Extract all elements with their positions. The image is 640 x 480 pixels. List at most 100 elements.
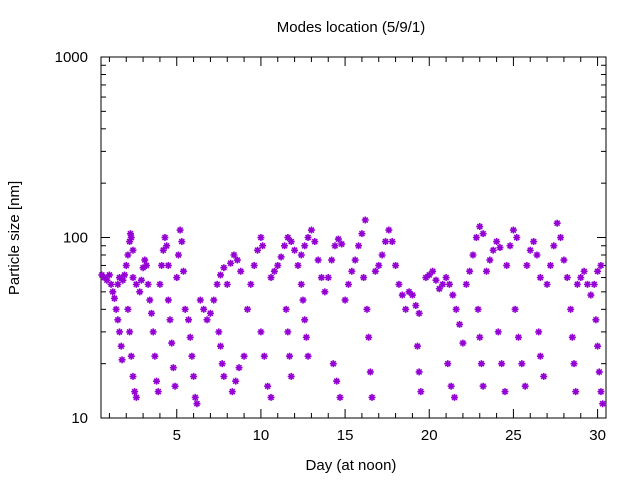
data-point xyxy=(425,271,433,279)
data-point xyxy=(536,352,544,360)
data-point xyxy=(126,230,134,238)
data-point xyxy=(109,288,117,296)
data-point xyxy=(280,242,288,250)
data-point xyxy=(190,372,198,380)
data-point xyxy=(112,305,120,313)
data-point xyxy=(156,280,164,288)
data-point xyxy=(230,251,238,259)
data-point xyxy=(257,328,265,336)
data-point xyxy=(114,280,122,288)
data-point xyxy=(577,274,585,282)
data-point xyxy=(264,382,272,390)
data-point xyxy=(119,276,127,284)
data-point xyxy=(116,328,124,336)
data-point xyxy=(439,280,447,288)
data-point xyxy=(126,238,134,246)
data-point xyxy=(203,316,211,324)
x-tick-label: 25 xyxy=(505,427,522,444)
data-point xyxy=(169,364,177,372)
data-point xyxy=(218,360,226,368)
data-point xyxy=(126,328,134,336)
data-point xyxy=(540,372,548,380)
data-point xyxy=(535,328,543,336)
data-point xyxy=(412,302,420,310)
data-point xyxy=(158,261,166,269)
plot-frame xyxy=(100,56,607,419)
data-point xyxy=(103,276,111,284)
data-point xyxy=(523,261,531,269)
data-point xyxy=(417,388,425,396)
data-point xyxy=(479,382,487,390)
data-point xyxy=(210,296,218,304)
y-tick-label: 100 xyxy=(63,230,88,247)
data-point xyxy=(159,246,167,254)
data-point xyxy=(536,274,544,282)
data-point xyxy=(154,388,162,396)
data-point xyxy=(594,342,602,350)
data-point xyxy=(318,274,326,282)
data-point xyxy=(223,280,231,288)
data-point xyxy=(311,238,319,246)
data-point xyxy=(174,251,182,259)
data-point xyxy=(514,333,522,341)
data-point xyxy=(415,368,423,376)
data-point xyxy=(482,267,490,275)
data-point xyxy=(511,305,519,313)
data-point xyxy=(206,309,214,317)
data-point xyxy=(164,296,172,304)
data-point xyxy=(213,280,221,288)
data-point xyxy=(121,271,129,279)
data-point xyxy=(321,288,329,296)
data-point xyxy=(257,234,265,241)
data-point xyxy=(131,388,139,396)
data-point xyxy=(173,274,181,282)
data-point xyxy=(185,316,193,324)
data-point xyxy=(366,368,374,376)
x-tick-label: 15 xyxy=(337,427,354,444)
data-point xyxy=(307,226,315,234)
data-point xyxy=(161,234,169,241)
data-point xyxy=(287,238,295,246)
y-axis-label: Particle size [nm] xyxy=(6,181,23,295)
data-point xyxy=(442,274,450,282)
data-point xyxy=(127,234,135,241)
data-point xyxy=(107,280,115,288)
data-point xyxy=(153,377,161,385)
data-point xyxy=(142,261,150,269)
data-point xyxy=(444,360,452,368)
data-point xyxy=(233,256,241,264)
data-point xyxy=(137,276,145,284)
data-point xyxy=(284,234,292,241)
x-tick-label: 30 xyxy=(589,427,606,444)
data-point xyxy=(270,267,278,275)
data-point xyxy=(302,333,310,341)
data-point xyxy=(259,242,267,250)
data-point xyxy=(509,226,517,234)
data-point xyxy=(560,256,568,264)
data-point xyxy=(469,251,477,259)
data-point xyxy=(395,280,403,288)
data-point xyxy=(299,296,307,304)
data-point xyxy=(179,267,187,275)
data-point xyxy=(129,246,137,254)
data-point xyxy=(217,342,225,350)
data-point xyxy=(462,280,470,288)
data-point xyxy=(98,271,106,279)
data-point xyxy=(151,352,159,360)
data-point xyxy=(572,388,580,396)
data-point xyxy=(176,226,184,234)
chart-title: Modes location (5/9/1) xyxy=(277,19,425,36)
data-point xyxy=(447,382,455,390)
x-tick-label: 10 xyxy=(253,427,270,444)
data-point xyxy=(141,256,149,264)
data-point xyxy=(378,251,386,259)
data-point xyxy=(277,253,285,261)
data-point xyxy=(493,238,501,246)
data-point xyxy=(587,291,595,299)
y-tick-label: 10 xyxy=(71,410,88,427)
data-point xyxy=(592,316,600,324)
data-point xyxy=(568,333,576,341)
data-point xyxy=(456,320,464,328)
data-point xyxy=(117,342,125,350)
